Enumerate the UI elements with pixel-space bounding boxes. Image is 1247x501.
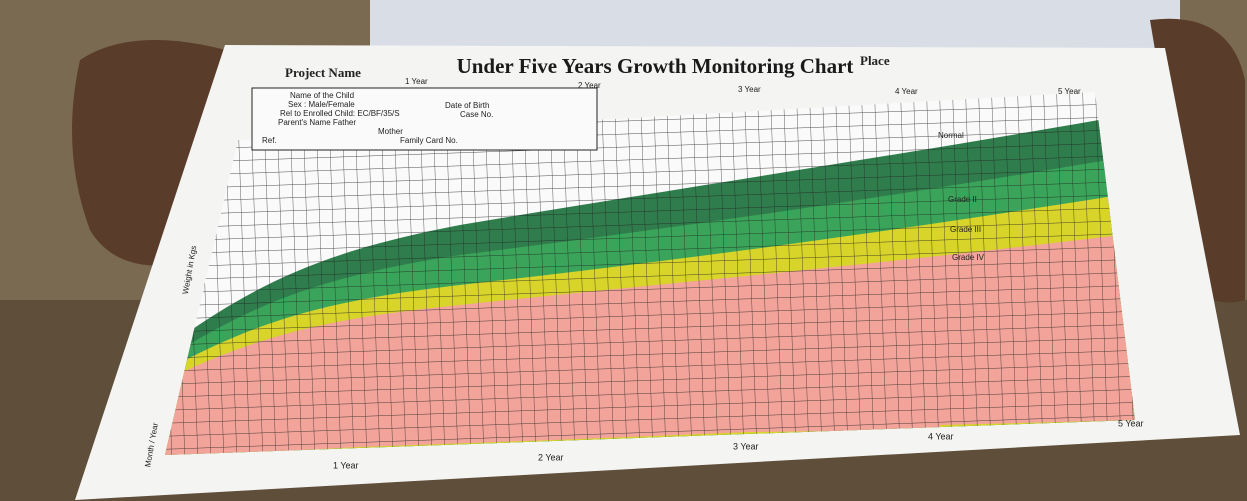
grade-label: Grade II <box>948 195 977 204</box>
top-year: 1 Year <box>405 77 428 86</box>
form-field: Sex : Male/Female <box>288 100 355 109</box>
top-year: 4 Year <box>895 87 918 96</box>
form-field: Mother <box>378 127 403 136</box>
grid <box>165 92 1135 455</box>
shirt <box>370 0 1180 60</box>
form-field: Ref. <box>262 136 277 145</box>
bottom-year: 1 Year <box>333 460 359 470</box>
chart-area <box>165 92 1135 455</box>
top-year: 3 Year <box>738 85 761 94</box>
form-field: Parent's Name Father <box>278 118 356 127</box>
top-year: 5 Year <box>1058 87 1081 96</box>
grade-label: Grade III <box>950 225 981 234</box>
form-field: Name of the Child <box>290 91 354 100</box>
form-field: Case No. <box>460 110 493 119</box>
title: Under Five Years Growth Monitoring Chart <box>457 54 854 78</box>
form-box <box>251 87 598 151</box>
grade-label: Normal <box>938 131 964 140</box>
place-label: Place <box>860 53 890 68</box>
form-field: Family Card No. <box>400 136 458 145</box>
bottom-year: 4 Year <box>928 431 954 441</box>
grade-label: Grade IV <box>952 253 985 262</box>
project-label: Project Name <box>285 65 361 80</box>
form-field: Rel to Enrolled Child: EC/BF/35/S <box>280 109 400 118</box>
bottom-year: 5 Year <box>1118 418 1144 428</box>
form-field: Date of Birth <box>445 101 489 110</box>
bottom-year: 2 Year <box>538 452 564 462</box>
bottom-year: 3 Year <box>733 441 759 451</box>
right-hand <box>1150 18 1245 303</box>
top-year: 2 Year <box>578 81 601 90</box>
